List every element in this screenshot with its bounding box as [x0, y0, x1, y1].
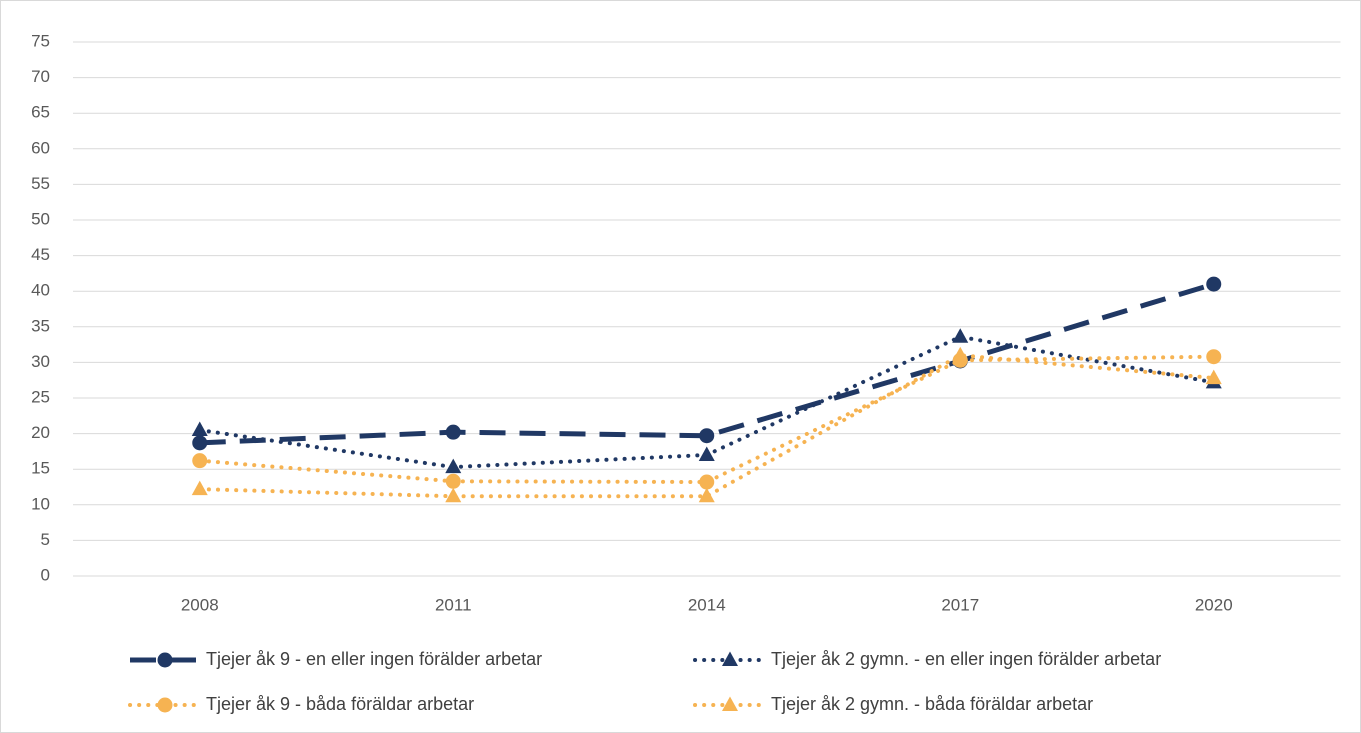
data-point: [1206, 349, 1222, 365]
y-tick-label: 65: [31, 103, 50, 122]
y-tick-label: 50: [31, 209, 50, 228]
y-tick-label: 15: [31, 459, 50, 478]
x-tick-label: 2017: [941, 595, 979, 614]
data-point: [952, 328, 969, 343]
y-tick-label: 70: [31, 67, 50, 86]
y-tick-label: 5: [41, 530, 50, 549]
data-point: [952, 346, 969, 362]
data-point: [699, 474, 715, 490]
y-tick-label: 55: [31, 174, 50, 193]
legend-label: Tjejer åk 2 gymn. - en eller ingen föräl…: [771, 649, 1161, 669]
data-point: [698, 446, 715, 461]
y-tick-label: 30: [31, 352, 50, 371]
legend-marker: [722, 696, 738, 711]
data-point: [445, 473, 461, 489]
data-point: [1206, 276, 1222, 292]
series-line: [199, 281, 1215, 446]
data-point: [192, 435, 208, 451]
y-tick-label: 10: [31, 494, 50, 513]
x-tick-label: 2008: [181, 595, 219, 614]
legend-label: Tjejer åk 9 - båda föräldar arbetar: [206, 694, 474, 714]
legend-marker: [157, 697, 173, 713]
y-tick-label: 40: [31, 281, 50, 300]
x-tick-label: 2011: [435, 595, 472, 614]
y-tick-label: 25: [31, 387, 50, 406]
legend-label: Tjejer åk 2 gymn. - båda föräldar arbeta…: [771, 694, 1093, 714]
data-point: [1205, 369, 1222, 385]
data-point: [698, 487, 715, 503]
x-tick-label: 2014: [688, 595, 726, 614]
data-point: [699, 428, 715, 444]
data-point: [191, 480, 208, 496]
y-tick-label: 0: [41, 565, 50, 584]
y-tick-label: 75: [31, 31, 50, 50]
data-point: [445, 458, 462, 474]
y-tick-label: 35: [31, 316, 50, 335]
x-tick-label: 2020: [1195, 595, 1233, 614]
legend-marker: [722, 651, 738, 666]
data-point: [192, 453, 208, 469]
legend-marker: [157, 652, 173, 668]
data-point: [191, 421, 208, 437]
y-tick-label: 45: [31, 245, 50, 264]
data-point: [445, 424, 461, 440]
y-tick-label: 60: [31, 138, 50, 157]
series-line: [197, 353, 1216, 499]
legend-label: Tjejer åk 9 - en eller ingen förälder ar…: [206, 649, 542, 669]
y-tick-label: 20: [31, 423, 50, 442]
data-point: [445, 487, 462, 503]
